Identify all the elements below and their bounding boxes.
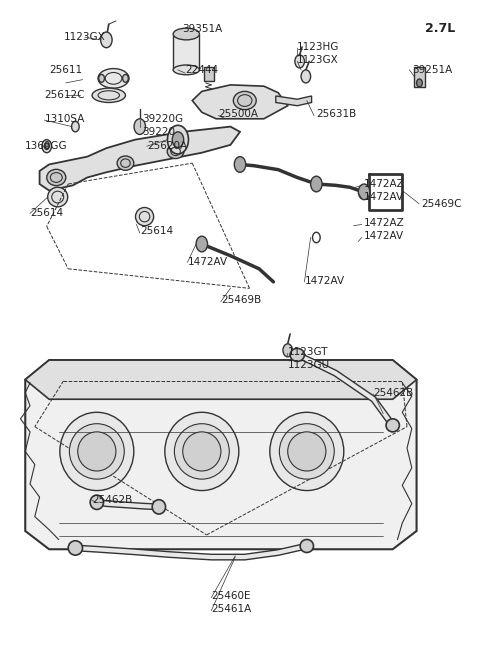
Text: 1123GX: 1123GX xyxy=(297,55,339,65)
Text: 39351A: 39351A xyxy=(182,24,222,34)
Text: 25614: 25614 xyxy=(140,226,173,236)
Circle shape xyxy=(72,121,79,132)
Text: 1472AZ: 1472AZ xyxy=(364,218,405,228)
Text: 1310SA: 1310SA xyxy=(44,114,84,124)
Circle shape xyxy=(283,344,292,357)
Ellipse shape xyxy=(174,424,229,479)
Circle shape xyxy=(42,140,51,153)
Polygon shape xyxy=(25,360,417,400)
Ellipse shape xyxy=(290,348,304,362)
Polygon shape xyxy=(25,360,417,550)
Text: 25460E: 25460E xyxy=(211,591,251,601)
Text: 25611: 25611 xyxy=(49,65,82,75)
Text: 39251A: 39251A xyxy=(412,65,452,75)
Text: 1123GU: 1123GU xyxy=(288,360,330,370)
Circle shape xyxy=(134,119,145,134)
Text: 1472AV: 1472AV xyxy=(364,192,404,202)
Text: 25620A: 25620A xyxy=(147,141,187,151)
Ellipse shape xyxy=(386,419,399,432)
Ellipse shape xyxy=(183,432,221,471)
Polygon shape xyxy=(39,126,240,191)
Circle shape xyxy=(359,184,370,200)
Bar xyxy=(173,34,199,70)
Text: 25461A: 25461A xyxy=(211,605,252,614)
Ellipse shape xyxy=(270,412,344,491)
Polygon shape xyxy=(276,96,312,105)
Ellipse shape xyxy=(300,540,313,553)
Ellipse shape xyxy=(288,432,326,471)
Circle shape xyxy=(168,125,189,154)
Ellipse shape xyxy=(48,187,68,207)
Ellipse shape xyxy=(92,88,125,102)
Circle shape xyxy=(196,236,207,252)
Text: 1123GT: 1123GT xyxy=(288,347,328,357)
Ellipse shape xyxy=(98,69,129,88)
Text: 25469C: 25469C xyxy=(421,198,462,208)
Circle shape xyxy=(101,32,112,48)
Text: 22444: 22444 xyxy=(185,65,218,75)
Circle shape xyxy=(99,75,105,83)
Text: 25631B: 25631B xyxy=(316,109,357,119)
Text: 1472AZ: 1472AZ xyxy=(364,179,405,189)
Ellipse shape xyxy=(279,424,334,479)
Text: 1472AV: 1472AV xyxy=(364,231,404,241)
Circle shape xyxy=(172,132,184,147)
Text: 1123HG: 1123HG xyxy=(297,42,340,52)
Bar xyxy=(414,67,425,88)
Ellipse shape xyxy=(173,28,199,40)
Ellipse shape xyxy=(70,424,124,479)
Ellipse shape xyxy=(165,412,239,491)
Circle shape xyxy=(122,75,128,83)
Text: 1360GG: 1360GG xyxy=(25,141,68,151)
Ellipse shape xyxy=(90,495,104,510)
Text: 25612C: 25612C xyxy=(44,90,85,100)
Text: 39220G: 39220G xyxy=(142,114,183,124)
Ellipse shape xyxy=(68,541,83,555)
Circle shape xyxy=(44,143,49,149)
Ellipse shape xyxy=(233,92,256,109)
Circle shape xyxy=(295,55,304,68)
Circle shape xyxy=(311,176,322,192)
Circle shape xyxy=(301,70,311,83)
Text: 2.7L: 2.7L xyxy=(424,22,455,35)
Bar xyxy=(204,67,214,81)
Ellipse shape xyxy=(78,432,116,471)
Circle shape xyxy=(417,79,422,87)
Ellipse shape xyxy=(152,500,166,514)
Text: 25462B: 25462B xyxy=(92,495,132,506)
Text: 1472AV: 1472AV xyxy=(304,276,345,286)
Polygon shape xyxy=(192,85,288,119)
Text: 1472AV: 1472AV xyxy=(188,257,228,267)
Text: 25614: 25614 xyxy=(30,208,63,218)
Text: 25469B: 25469B xyxy=(221,295,261,305)
Ellipse shape xyxy=(47,170,66,185)
Text: 39220: 39220 xyxy=(142,127,175,137)
Ellipse shape xyxy=(135,208,154,226)
Text: 25500A: 25500A xyxy=(218,109,259,119)
Ellipse shape xyxy=(60,412,134,491)
Ellipse shape xyxy=(117,156,134,170)
Circle shape xyxy=(234,157,246,172)
Text: 25462B: 25462B xyxy=(373,388,414,398)
Ellipse shape xyxy=(167,144,184,159)
Text: 1123GX: 1123GX xyxy=(63,32,105,43)
Ellipse shape xyxy=(173,65,199,75)
